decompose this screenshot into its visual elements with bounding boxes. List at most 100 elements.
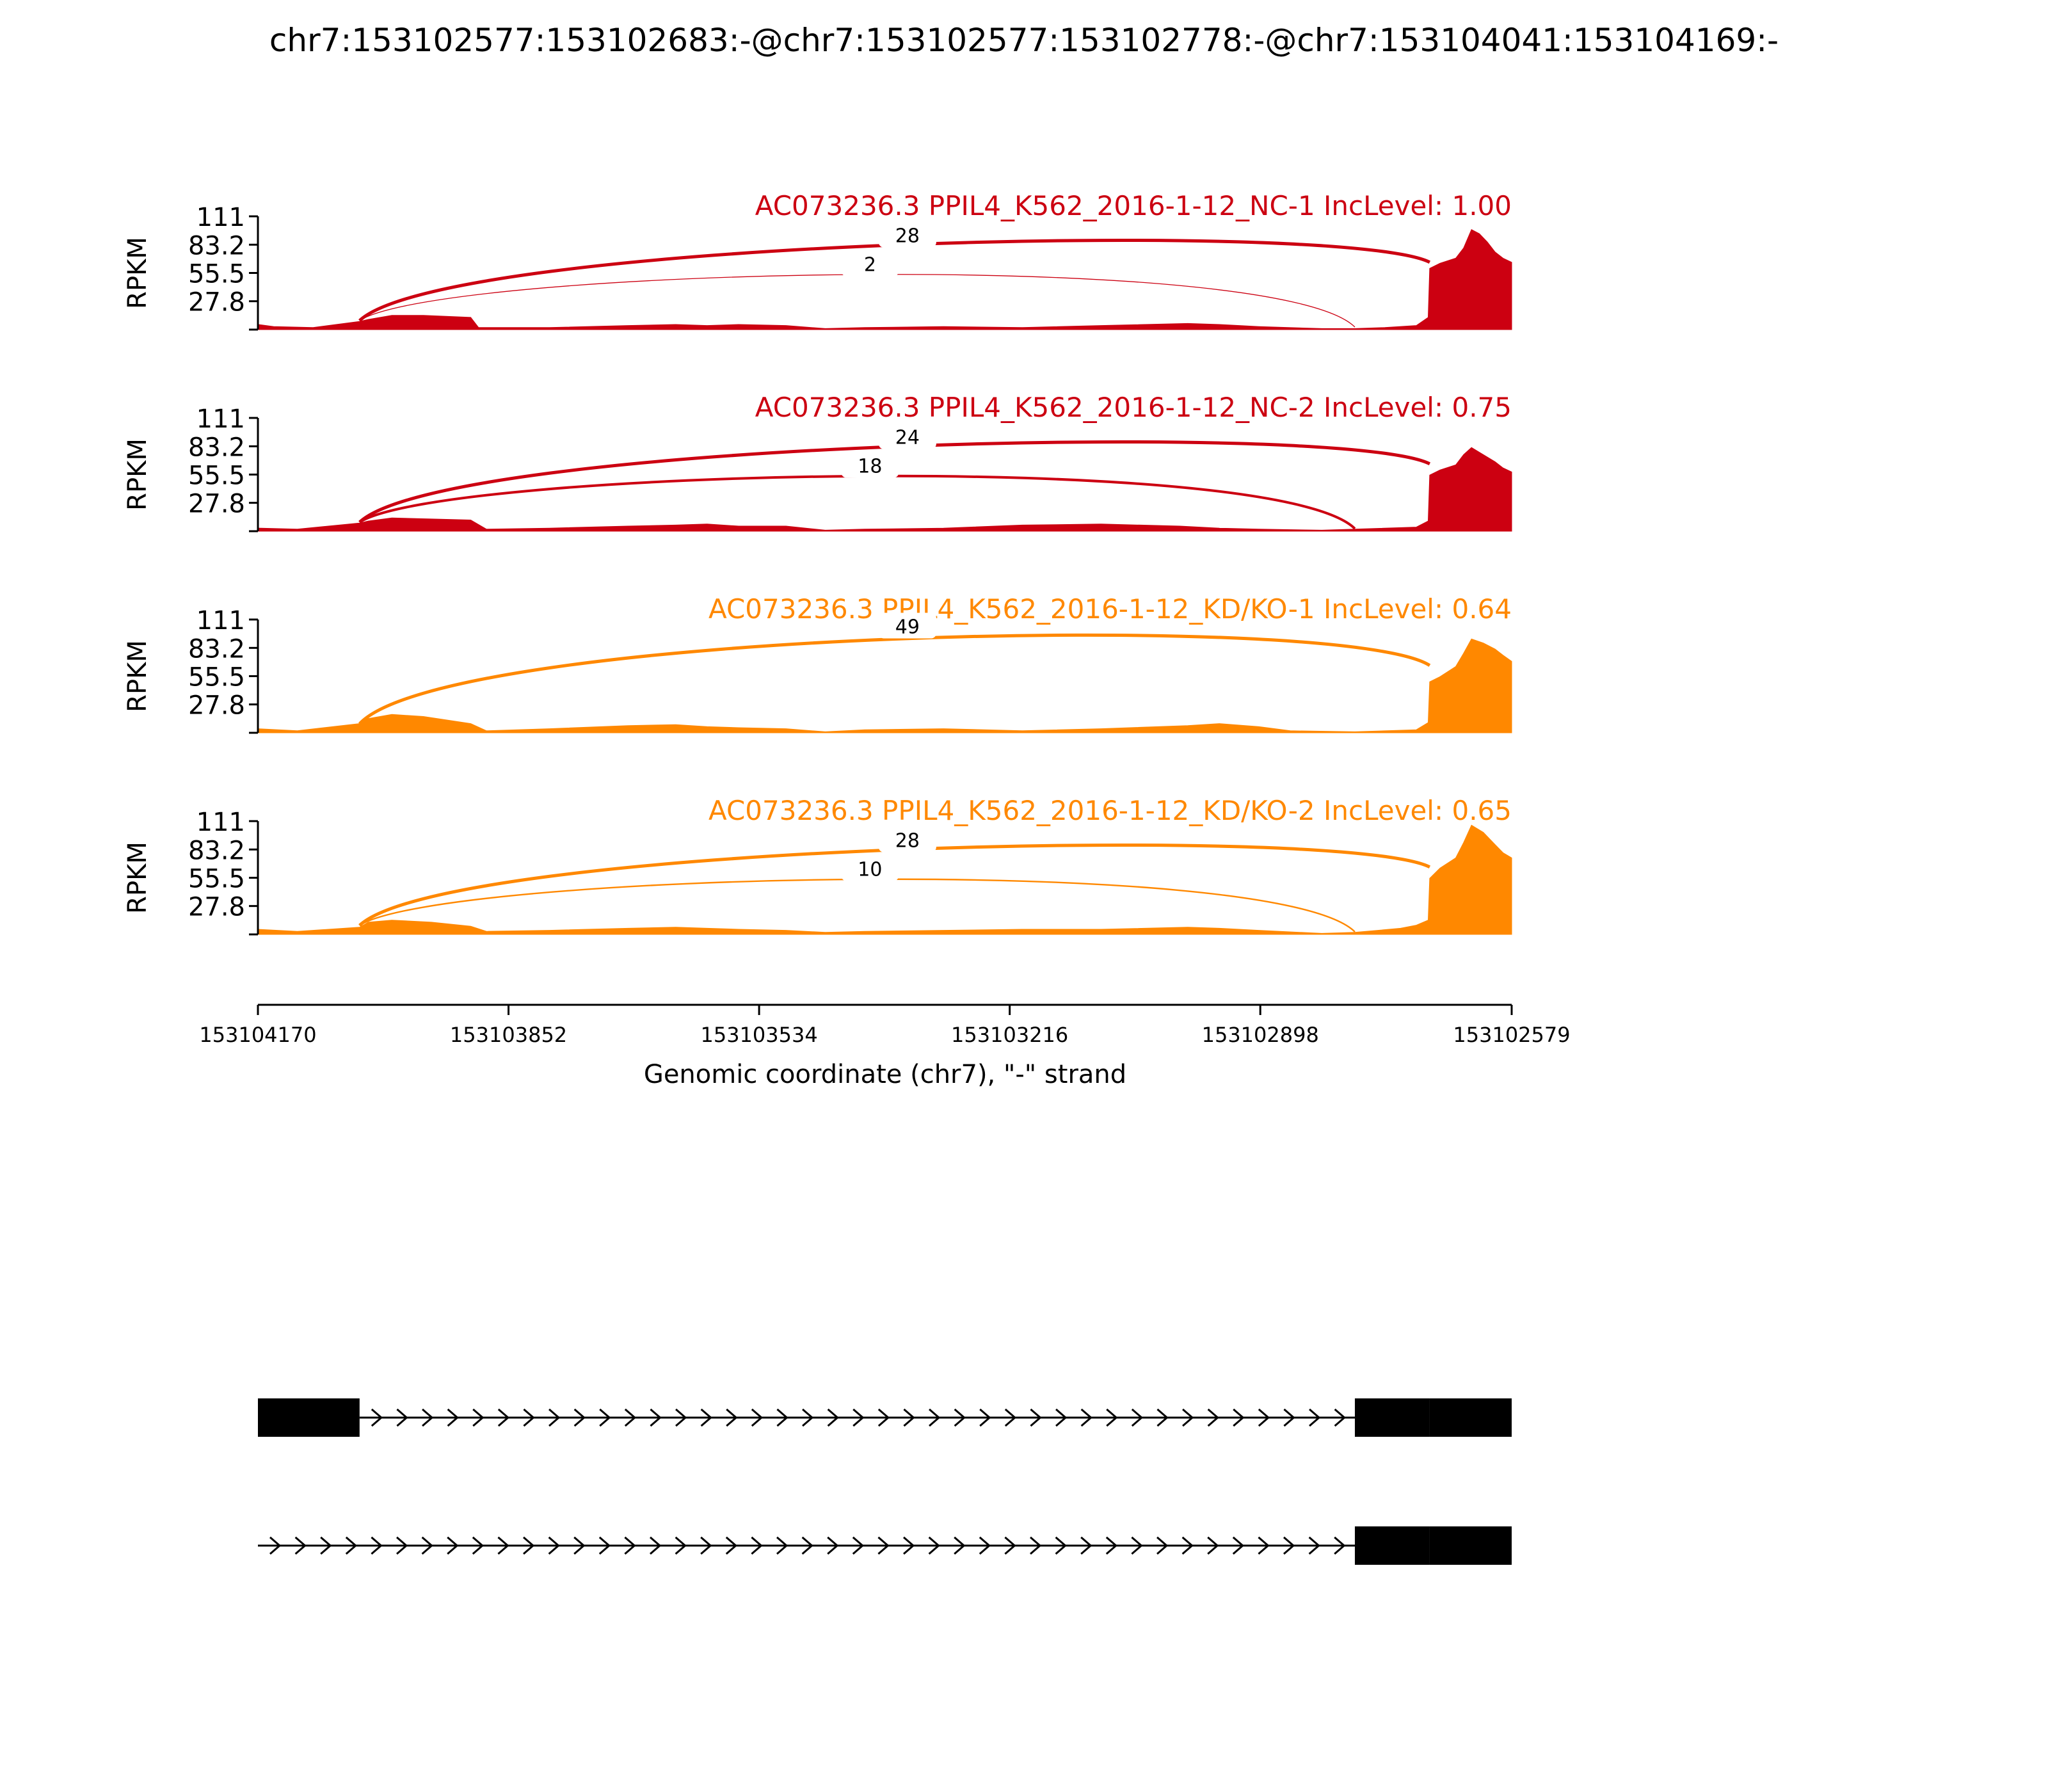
- strand-arrow-icon: [675, 1408, 687, 1427]
- strand-arrow-icon: [1334, 1536, 1346, 1555]
- y-tick-label: 111: [196, 404, 245, 434]
- strand-arrow-icon: [675, 1536, 687, 1555]
- strand-arrow-icon: [447, 1536, 459, 1555]
- strand-arrow-icon: [1004, 1536, 1016, 1555]
- strand-arrow-icon: [523, 1408, 535, 1427]
- y-tick-label: 83.2: [188, 231, 245, 260]
- junction-count-bg: [841, 250, 899, 276]
- strand-arrow-icon: [979, 1536, 991, 1555]
- exon-block: [1354, 1526, 1430, 1565]
- strand-arrow-icon: [650, 1536, 662, 1555]
- junction-count-bg: [841, 452, 899, 478]
- strand-arrow-icon: [1233, 1408, 1245, 1427]
- strand-arrow-icon: [852, 1536, 865, 1555]
- strand-arrow-icon: [573, 1408, 586, 1427]
- strand-arrow-icon: [1131, 1408, 1144, 1427]
- junction-arc: [358, 633, 1431, 725]
- exon-block: [1354, 1398, 1430, 1437]
- strand-arrow-icon: [320, 1536, 332, 1555]
- strand-arrow-icon: [954, 1536, 966, 1555]
- y-axis-label: RPKM: [123, 237, 152, 309]
- strand-arrow-icon: [1283, 1536, 1295, 1555]
- strand-arrow-icon: [929, 1408, 941, 1427]
- strand-arrow-icon: [954, 1408, 966, 1427]
- strand-arrow-icon: [1131, 1536, 1143, 1555]
- y-tick-label: 27.8: [188, 893, 245, 922]
- strand-arrow-icon: [1030, 1408, 1042, 1427]
- strand-arrow-icon: [548, 1536, 560, 1555]
- strand-arrow-icon: [598, 1536, 611, 1555]
- junction-count-label: 28: [895, 225, 920, 248]
- strand-arrow-icon: [421, 1536, 433, 1555]
- strand-arrow-icon: [472, 1536, 484, 1555]
- strand-arrow-icon: [751, 1408, 764, 1427]
- strand-arrow-icon: [700, 1536, 712, 1555]
- strand-arrow-icon: [751, 1536, 763, 1555]
- y-tick-label: 27.8: [188, 490, 245, 519]
- strand-arrow-icon: [422, 1408, 434, 1427]
- strand-arrow-icon: [776, 1536, 788, 1555]
- strand-arrow-icon: [903, 1408, 915, 1427]
- junction-count-label: 28: [895, 830, 920, 852]
- strand-arrow-icon: [447, 1408, 459, 1427]
- strand-arrow-icon: [852, 1408, 865, 1427]
- strand-arrow-icon: [1004, 1408, 1017, 1427]
- strand-arrow-icon: [776, 1408, 788, 1427]
- strand-arrow-icon: [1055, 1536, 1067, 1555]
- strand-arrow-icon: [396, 1536, 408, 1555]
- strand-arrow-icon: [903, 1536, 915, 1555]
- x-tick-label: 153102898: [1202, 1023, 1319, 1047]
- strand-arrow-icon: [523, 1536, 535, 1555]
- strand-arrow-icon: [1258, 1536, 1270, 1555]
- strand-arrow-icon: [1106, 1408, 1118, 1427]
- strand-arrow-icon: [1105, 1536, 1118, 1555]
- strand-arrow-icon: [1258, 1408, 1270, 1427]
- junction-count-label: 24: [895, 427, 920, 449]
- strand-arrow-icon: [599, 1408, 611, 1427]
- strand-arrow-icon: [345, 1536, 358, 1555]
- y-tick-label: 27.8: [188, 691, 245, 721]
- strand-arrow-icon: [928, 1536, 940, 1555]
- junction-count-label: 2: [864, 253, 876, 276]
- transcript: [258, 1398, 1512, 1437]
- strand-arrow-icon: [827, 1536, 839, 1555]
- y-tick-label: 55.5: [188, 663, 245, 692]
- y-axis-label: RPKM: [123, 842, 152, 914]
- transcript-models: [258, 1398, 1512, 1565]
- sample-label: AC073236.3 PPIL4_K562_2016-1-12_KD/KO-2 …: [708, 795, 1512, 826]
- sample-label: AC073236.3 PPIL4_K562_2016-1-12_NC-2 Inc…: [755, 392, 1512, 423]
- sample-label: AC073236.3 PPIL4_K562_2016-1-12_KD/KO-1 …: [708, 593, 1512, 625]
- strand-arrow-icon: [650, 1408, 662, 1427]
- strand-arrow-icon: [1055, 1408, 1068, 1427]
- junction-count-bg: [878, 423, 936, 449]
- strand-arrow-icon: [269, 1536, 282, 1555]
- strand-arrow-icon: [1283, 1408, 1295, 1427]
- strand-arrow-icon: [1334, 1408, 1346, 1427]
- junction-count-bg: [878, 826, 936, 852]
- strand-arrow-icon: [877, 1536, 890, 1555]
- x-tick-label: 153103534: [700, 1023, 817, 1047]
- junction-count-bg: [841, 855, 899, 881]
- exon-block: [1429, 1398, 1512, 1437]
- x-axis: 153104170 153103852 153103534 153103216 1531…: [199, 1004, 1571, 1047]
- strand-arrow-icon: [1207, 1536, 1219, 1555]
- exon-block: [1429, 1526, 1512, 1565]
- strand-arrow-icon: [1156, 1408, 1169, 1427]
- coverage-area: [257, 229, 1512, 330]
- y-tick-label: 83.2: [188, 634, 245, 664]
- exon-block: [258, 1398, 360, 1437]
- strand-arrow-icon: [1182, 1408, 1194, 1427]
- sample-label: AC073236.3 PPIL4_K562_2016-1-12_NC-1 Inc…: [755, 190, 1512, 221]
- y-tick-label: 27.8: [188, 288, 245, 317]
- y-tick-label: 111: [196, 203, 245, 232]
- x-axis-label: Genomic coordinate (chr7), "-" strand: [644, 1060, 1126, 1089]
- strand-arrow-icon: [1080, 1536, 1092, 1555]
- strand-arrow-icon: [1308, 1536, 1320, 1555]
